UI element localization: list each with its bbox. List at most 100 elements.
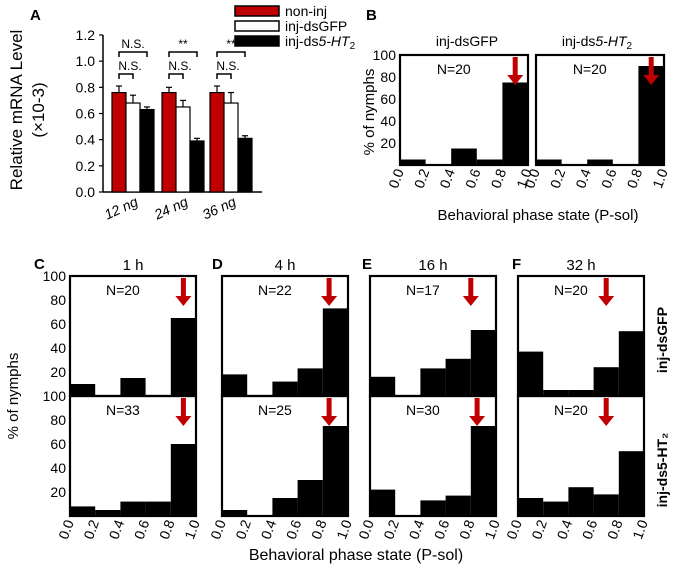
cf-d-ds5ht2-bar (297, 480, 323, 516)
cf-e-ds5ht2-frame (368, 394, 498, 518)
cf-d-dsgfp-plot: N=22 (220, 274, 350, 398)
cf-d-dsgfp-arrow-head (321, 296, 338, 306)
panel-a: A Relative mRNA Level (×10-3) 0.0 0.2 0.4 0… (7, 3, 356, 223)
panel-a-label: A (30, 7, 41, 24)
cf-f-dsgfp-bar (593, 367, 619, 396)
panel-cf-xlabel: Behavioral phase state (P-sol) (249, 547, 463, 564)
cf-e-dsgfp-n-label: N=17 (406, 282, 440, 298)
cf-c-dsgfp-n-label: N=20 (106, 282, 140, 298)
cf-f-ds5ht2-xtick-label: 0.6 (579, 517, 601, 541)
cf-d-ds5ht2-frame (220, 394, 350, 518)
b-ds5ht2-bar (536, 159, 562, 165)
cf-c-ds5ht2-xtick-label: 1.0 (181, 517, 203, 541)
cf-d-ds5ht2-plot: N=25 0.0 0.2 0.4 0.6 0.8 1.0 (207, 394, 355, 541)
a-bar-1 (125, 102, 141, 193)
legend-label-ds5ht2: inj-ds5-HT2 (285, 33, 356, 52)
b-dsgfp-n-label: N=20 (437, 61, 471, 77)
time-label-e: 16 h (418, 257, 447, 274)
cf-c-ds5ht2-bar (145, 501, 171, 516)
cf-d-ds5ht2-bar (222, 510, 248, 516)
cf-f-ds5ht2-arrow-head (598, 416, 615, 426)
b-dsgfp-ytick-label: 20 (380, 135, 396, 151)
panel-a-ylabel-unit: (×10-3) (29, 82, 48, 137)
a-sig-label-upper: ** (226, 37, 236, 51)
cf-d-dsgfp-bar (222, 374, 248, 396)
cf-f-ds5ht2-xtick-label: 0.4 (554, 517, 576, 541)
b-ds5ht2-plot: N=20 0.0 0.2 0.4 0.6 0.8 1.0 (521, 53, 671, 190)
b-ds5ht2-n-label: N=20 (573, 61, 607, 77)
a-bar-0 (111, 91, 127, 193)
cf-d-ds5ht2-arrow-head (321, 416, 338, 426)
cf-e-ds5ht2-bar (370, 489, 396, 516)
cf-c-dsgfp-bar (70, 384, 96, 396)
b-ds5ht2-xtick-label: 1.0 (649, 166, 671, 190)
a-bar-1 (175, 106, 191, 193)
cf-f-ds5ht2-bar (593, 494, 619, 516)
a-ytick-label: 0.2 (76, 158, 96, 174)
cf-f-ds5ht2-plot: N=20 0.0 0.2 0.4 0.6 0.8 1.0 (503, 394, 651, 541)
cf-c-ds5ht2-ytick-label: 80 (50, 412, 66, 428)
a-sig-label-lower: N.S. (168, 59, 191, 73)
cf-c-ds5ht2-frame (68, 394, 198, 518)
cf-c-ds5ht2-plot: N=33 20 40 60 80 0.0 0.2 0.4 0.6 0.8 1.0 (50, 394, 203, 541)
cf-c-dsgfp-bar (170, 318, 196, 396)
b-ds5ht2-bar (587, 159, 613, 165)
cf-e-ds5ht2-bar (445, 495, 471, 516)
panel-b-label: B (366, 7, 377, 24)
b-ds5ht2-xtick-label: 0.0 (521, 166, 543, 190)
b-dsgfp-ytick-label: 60 (380, 91, 396, 107)
cf-d-ds5ht2-bar (322, 426, 348, 516)
cf-f-ds5ht2-bar (568, 487, 594, 516)
b-dsgfp-bar (400, 159, 426, 165)
b-ds5ht2-xtick-label: 0.6 (598, 166, 620, 190)
cf-d-ds5ht2-n-label: N=25 (258, 402, 292, 418)
cf-c-ds5ht2-bar (170, 444, 196, 516)
legend-swatch-ds5ht2 (234, 35, 280, 47)
b-ds5ht2-frame (534, 53, 666, 167)
cf-f-dsgfp-bar (518, 351, 544, 396)
b-dsgfp-arrow-head (507, 75, 524, 85)
a-ytick-label: 0.6 (76, 106, 96, 122)
a-sig-bracket-upper (118, 51, 148, 57)
b-dsgfp-xtick-label: 0.4 (436, 166, 458, 190)
cf-c-ds5ht2-arrow-head (175, 416, 192, 426)
cf-e-ds5ht2-plot: N=30 0.0 0.2 0.4 0.6 0.8 1.0 (355, 394, 503, 541)
cf-e-ds5ht2-xtick-label: 0.4 (406, 517, 428, 541)
b-dsgfp-frame (398, 53, 530, 167)
b-ds5ht2-xtick-label: 0.4 (572, 166, 594, 190)
b-dsgfp-xtick-label: 0.6 (462, 166, 484, 190)
cf-f-dsgfp-plot: N=20 (516, 274, 646, 398)
cf-d-ds5ht2-xtick-label: 1.0 (333, 517, 355, 541)
cf-d-dsgfp-bar (322, 308, 348, 396)
b-dsgfp-bar (451, 148, 477, 165)
cf-c-dsgfp-ytick-label: 40 (50, 340, 66, 356)
cf-f-ds5ht2-bar (618, 451, 644, 516)
cf-c-ds5ht2-n-label: N=33 (106, 402, 140, 418)
cf-c-ds5ht2-ytick-label: 60 (50, 436, 66, 452)
cf-f-ds5ht2-bar (543, 501, 569, 516)
cf-d-ds5ht2-xtick-label: 0.8 (308, 517, 330, 541)
cf-f-ds5ht2-xtick-label: 0.8 (604, 517, 626, 541)
panel-d-label: D (212, 256, 223, 273)
cf-c-ds5ht2-bar (120, 501, 146, 516)
a-ytick-label: 1.0 (76, 53, 96, 69)
b-dsgfp-ytick-label: 40 (380, 113, 396, 129)
cf-c-dsgfp-arrow-head (175, 296, 192, 306)
a-ytick-label: 0.8 (76, 79, 96, 95)
time-label-f: 32 h (566, 257, 595, 274)
cf-c-dsgfp-ytick-label: 80 (50, 292, 66, 308)
a-sig-bracket-upper (216, 51, 246, 57)
panel-b-xlabel: Behavioral phase state (P-sol) (438, 207, 639, 224)
panel-f-label: F (512, 256, 521, 273)
a-sig-label-upper: N.S. (121, 37, 144, 51)
time-label-d: 4 h (275, 257, 296, 274)
cf-d-dsgfp-bar (272, 381, 298, 396)
panel-b-title-ds5ht2: inj-ds5-HT2 (562, 33, 633, 52)
a-bar-2 (237, 137, 253, 193)
a-bar-2 (189, 140, 205, 193)
cf-e-dsgfp-bar (420, 368, 446, 396)
cf-d-dsgfp-n-label: N=22 (258, 282, 292, 298)
cf-e-ds5ht2-n-label: N=30 (406, 402, 440, 418)
cf-e-dsgfp-bar (370, 376, 396, 396)
